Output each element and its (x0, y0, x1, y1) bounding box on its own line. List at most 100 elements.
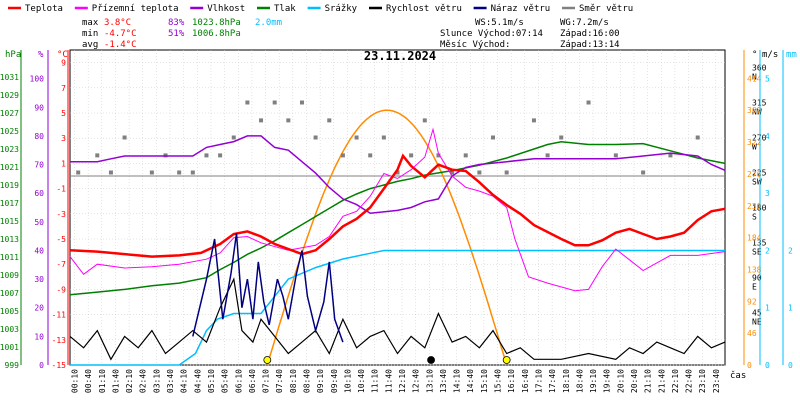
wind-dir-dot (450, 170, 455, 175)
stat-min-hum: 51% (168, 29, 185, 39)
wind-dir-dot (108, 170, 113, 175)
x-tick-label: 18:10 (562, 369, 571, 393)
wind-speed-line (69, 277, 726, 361)
tick-hpa: 1015 (0, 217, 19, 226)
wind-dir-dot (477, 170, 482, 175)
x-tick-label: 15:10 (480, 369, 489, 393)
info-wg: WG:7.2m/s (560, 18, 609, 28)
x-tick-label: 13:10 (425, 369, 434, 393)
x-tick-label: 12:40 (412, 369, 421, 393)
x-tick-label: 05:10 (207, 369, 216, 393)
tick-hpa: 1031 (0, 73, 19, 82)
tick-mm: 2 (788, 246, 793, 255)
x-tick-label: 17:10 (534, 369, 543, 393)
wind-dir-dot (586, 100, 591, 105)
humidity-line (70, 135, 726, 214)
tick-c: -1 (56, 185, 66, 194)
tick-sun: 276 (747, 170, 762, 179)
wind-dir-dot (695, 135, 700, 140)
tick-c: -15 (52, 361, 67, 370)
sunset-marker (502, 356, 511, 364)
x-tick-label: 15:40 (494, 369, 503, 393)
stat-max-press: 1023.8hPa (192, 18, 241, 28)
stat-min-temp: -4.7°C (104, 29, 137, 39)
tick-hpa: 1003 (0, 325, 19, 334)
wind-dir-dot (381, 135, 386, 140)
tick-sun: 0 (747, 361, 752, 370)
tick-hpa: 1013 (0, 235, 19, 244)
temperature-line (69, 153, 726, 258)
info-sun-rise: Slunce Východ:07:14 (440, 29, 543, 39)
axis-title-mm: mm (786, 50, 797, 60)
wind-dir-dot (177, 170, 182, 175)
sunrise-marker (263, 356, 272, 364)
tick-sun: 368 (747, 106, 762, 115)
tick-c: -9 (56, 285, 66, 294)
axis-title-pct: % (38, 50, 44, 60)
info-moon-set: Západ:13:14 (560, 40, 620, 50)
tick-sun: 138 (747, 265, 762, 274)
wind-dir-dot (95, 153, 100, 158)
info-ws: WS:5.1m/s (475, 18, 524, 28)
tick-deg: 360 (752, 64, 767, 73)
x-tick-label: 05:40 (221, 369, 230, 393)
wind-dir-dot (545, 153, 550, 158)
tick-c: -13 (52, 336, 67, 345)
stat-max-rain: 2.0mm (255, 18, 282, 28)
x-tick-label: 02:40 (139, 369, 148, 393)
tick-pct: 50 (34, 218, 44, 227)
x-ticks: 00:10 00:40 01:10 01:40 02:10 02:40 03:10 03:40… (71, 369, 721, 393)
x-tick-label: 06:40 (248, 369, 257, 393)
axis-title-ms: m/s (762, 50, 778, 60)
tick-dir: NE (752, 318, 762, 327)
x-tick-label: 11:40 (384, 369, 393, 393)
tick-dir: NW (752, 108, 762, 117)
x-tick-label: 23:10 (698, 369, 707, 393)
chart-title: 23.11.2024 (364, 49, 436, 63)
stat-avg-temp: -1.4°C (104, 40, 137, 50)
tick-pct: 0 (39, 361, 44, 370)
tick-ms: 3 (765, 189, 770, 198)
x-tick-label: 13:40 (439, 369, 448, 393)
tick-c: -7 (56, 260, 66, 269)
wind-dir-dot (76, 170, 81, 175)
x-tick-label: 01:40 (111, 369, 120, 393)
wind-dir-dot (436, 153, 441, 158)
wind-dir-dot (231, 135, 236, 140)
x-tick-label: 11:10 (371, 369, 380, 393)
x-tick-label: 07:40 (275, 369, 284, 393)
stat-max-label: max (82, 18, 99, 28)
tick-ms: 0 (765, 361, 770, 370)
tick-sun: 230 (747, 202, 762, 211)
tick-hpa: 999 (5, 361, 20, 370)
tick-c: 1 (61, 159, 66, 168)
x-tick-label: 10:40 (357, 369, 366, 393)
wind-dir-dot (204, 153, 209, 158)
tick-sun: 184 (747, 234, 762, 243)
x-tick-label: 12:10 (398, 369, 407, 393)
x-tick-label: 22:10 (671, 369, 680, 393)
tick-sun: 322 (747, 138, 762, 147)
tick-c: 3 (61, 134, 66, 143)
wind-dir-dot (327, 118, 332, 123)
tick-c: 9 (61, 59, 66, 68)
x-tick-label: 19:10 (589, 369, 598, 393)
legend-label: Srážky (325, 4, 358, 14)
tick-deg: 315 (752, 99, 767, 108)
stat-avg-label: avg (82, 40, 98, 50)
tick-deg: 270 (752, 134, 767, 143)
wind-dir-dot (368, 153, 373, 158)
tick-pct: 80 (34, 132, 44, 141)
wind-dir-dot (463, 153, 468, 158)
x-tick-label: 22:40 (685, 369, 694, 393)
tick-dir: SW (752, 178, 762, 187)
info-block: WS:5.1m/s WG:7.2m/s Slunce Východ:07:14 … (440, 18, 620, 50)
wind-dir-dot (531, 118, 536, 123)
legend: Teplota Přízemní teplota Vlhkost Tlak Srážky… (8, 4, 633, 14)
x-tick-label: 16:40 (521, 369, 530, 393)
tick-c: -5 (56, 235, 66, 244)
tick-dir: SE (752, 248, 762, 257)
x-tick-label: 18:40 (575, 369, 584, 393)
stats-block: max 3.8°C 83% 1023.8hPa 2.0mm min -4.7°C… (82, 18, 282, 50)
